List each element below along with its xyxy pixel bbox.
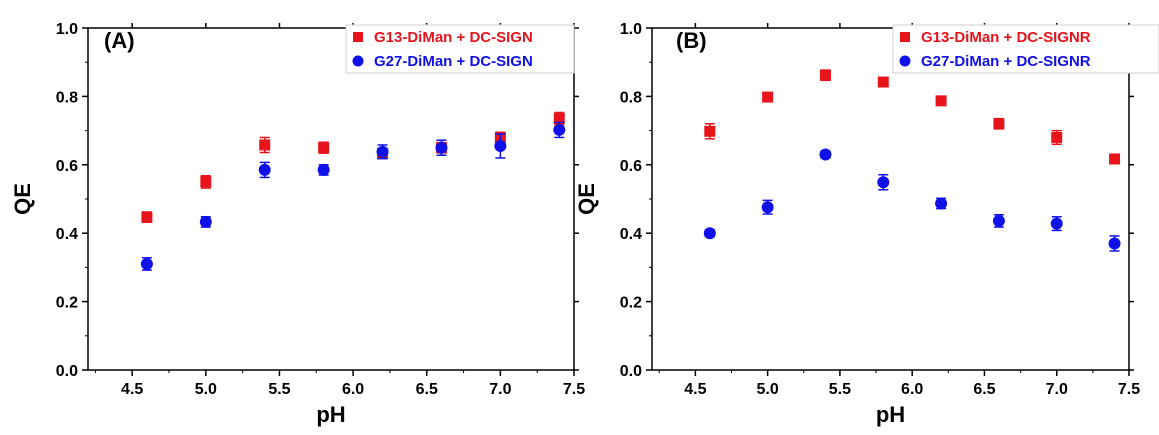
legend-label: G13-DiMan + DC-SIGNR (921, 29, 1091, 46)
legend-label: G13-DiMan + DC-SIGN (374, 29, 533, 46)
data-point-circle (703, 227, 716, 240)
data-point-square (993, 118, 1005, 130)
data-point-square (935, 95, 947, 107)
legend-marker-square (900, 32, 910, 42)
legend-marker-circle (352, 55, 364, 67)
x-tick-label: 7.5 (1118, 381, 1140, 398)
data-point-square (877, 76, 889, 88)
x-tick-label: 5.5 (829, 381, 851, 398)
data-point-square (1051, 131, 1063, 143)
data-point-circle (435, 141, 448, 154)
x-tick-label: 5.0 (757, 381, 779, 398)
x-tick-label: 7.5 (563, 381, 585, 398)
y-tick-label: 0.4 (56, 226, 78, 243)
data-point-square (762, 91, 774, 103)
data-point-circle (199, 215, 212, 228)
data-point-circle (819, 148, 832, 161)
y-tick-label: 0.8 (620, 89, 642, 106)
y-tick-label: 1.0 (56, 21, 78, 38)
x-tick-label: 7.0 (1046, 381, 1068, 398)
y-axis-title: QE (574, 183, 599, 215)
legend: G13-DiMan + DC-SIGN G27-DiMan + DC-SIGN (345, 24, 575, 74)
x-tick-label: 4.5 (121, 381, 143, 398)
x-tick-label: 7.0 (489, 381, 511, 398)
data-point-circle (140, 257, 153, 270)
x-axis-title: pH (316, 402, 345, 427)
y-tick-label: 0.0 (56, 363, 78, 380)
series-squares (704, 69, 1121, 165)
data-point-circle (317, 163, 330, 176)
legend-label: G27-DiMan + DC-SIGN (374, 53, 533, 70)
data-point-square (1109, 153, 1121, 165)
data-point-square (200, 176, 212, 188)
data-point-circle (761, 201, 774, 214)
y-axis-title: QE (10, 183, 35, 215)
x-tick-label: 5.5 (268, 381, 290, 398)
y-tick-label: 0.0 (620, 363, 642, 380)
x-tick-label: 6.0 (901, 381, 923, 398)
data-point-square (259, 139, 271, 151)
series-circles (140, 121, 566, 271)
y-tick-label: 0.8 (56, 89, 78, 106)
series-circles (703, 148, 1121, 252)
data-point-square (553, 113, 565, 125)
legend: G13-DiMan + DC-SIGNR G27-DiMan + DC-SIGNR (892, 24, 1159, 74)
data-point-circle (553, 123, 566, 136)
data-point-square (704, 125, 716, 137)
data-point-circle (1108, 237, 1121, 250)
legend-box (892, 24, 1159, 74)
x-axis-title: pH (876, 402, 905, 427)
data-point-square (819, 69, 831, 81)
plot-frame (651, 27, 1130, 371)
panel-label: (B) (676, 28, 707, 53)
x-tick-label: 6.5 (416, 381, 438, 398)
data-point-circle (1050, 217, 1063, 230)
panel-label: (A) (104, 28, 135, 53)
data-point-circle (494, 139, 507, 152)
data-point-circle (376, 145, 389, 158)
panel-b: 4.5 5.0 5.5 6.0 6.5 7.0 7.5 0.0 0.2 0.4 0.6 0.8 1.0 p… (574, 21, 1159, 427)
panel-a: 4.5 5.0 5.5 6.0 6.5 7.0 7.5 0.0 0.2 0.4 0.6 0.8 1.0 p… (10, 21, 585, 427)
series-squares (141, 111, 565, 224)
legend-label: G27-DiMan + DC-SIGNR (921, 53, 1091, 70)
data-point-circle (877, 176, 890, 189)
x-tick-label: 6.5 (973, 381, 995, 398)
y-tick-label: 0.4 (620, 226, 642, 243)
legend-box (345, 24, 575, 74)
y-tick-label: 0.6 (620, 158, 642, 175)
y-tick-label: 1.0 (620, 21, 642, 38)
x-tick-label: 5.0 (195, 381, 217, 398)
data-point-square (318, 142, 330, 154)
legend-marker-square (353, 32, 363, 42)
data-point-square (141, 211, 153, 223)
data-point-circle (258, 163, 271, 176)
y-tick-label: 0.2 (56, 295, 78, 312)
data-point-circle (992, 214, 1005, 227)
plot-frame (87, 27, 575, 371)
legend-marker-circle (899, 55, 911, 67)
x-tick-label: 6.0 (342, 381, 364, 398)
y-tick-label: 0.2 (620, 295, 642, 312)
data-point-circle (935, 197, 948, 210)
x-tick-label: 4.5 (684, 381, 706, 398)
y-tick-label: 0.6 (56, 158, 78, 175)
